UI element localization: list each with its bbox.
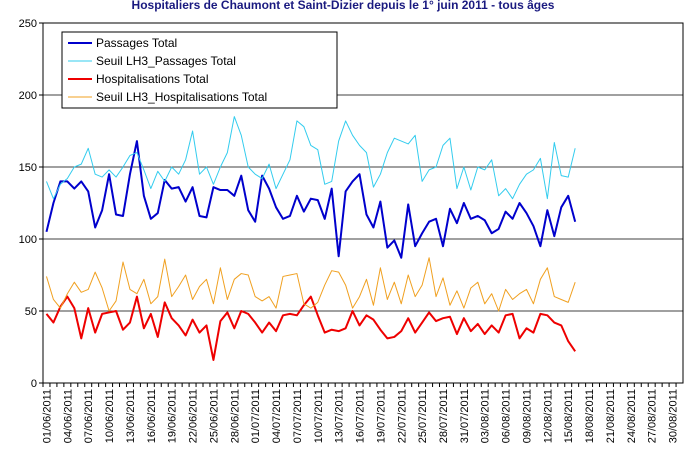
x-tick-label: 12/08/2011 bbox=[542, 389, 554, 443]
series-line bbox=[45, 140, 577, 259]
x-tick-label: 01/07/2011 bbox=[250, 389, 262, 443]
x-tick-label: 22/06/2011 bbox=[188, 389, 200, 443]
y-tick-label: 50 bbox=[25, 306, 37, 318]
y-tick-label: 250 bbox=[19, 18, 37, 30]
x-tick-label: 15/08/2011 bbox=[563, 389, 575, 443]
x-tick-label: 13/07/2011 bbox=[334, 389, 346, 443]
x-tick-label: 18/08/2011 bbox=[584, 389, 596, 443]
x-tick-label: 07/06/2011 bbox=[83, 389, 95, 443]
legend-label: Seuil LH3_Passages Total bbox=[96, 54, 236, 68]
legend-label: Seuil LH3_Hospitalisations Total bbox=[96, 90, 267, 104]
legend-label: Hospitalisations Total bbox=[96, 72, 209, 86]
x-tick-label: 22/07/2011 bbox=[396, 389, 408, 443]
x-tick-label: 24/08/2011 bbox=[626, 389, 638, 443]
x-tick-label: 16/07/2011 bbox=[355, 389, 367, 443]
legend-label: Passages Total bbox=[96, 36, 177, 50]
x-tick-label: 25/06/2011 bbox=[208, 389, 220, 443]
x-tick-label: 07/07/2011 bbox=[292, 389, 304, 443]
x-tick-label: 19/07/2011 bbox=[375, 389, 387, 443]
x-tick-label: 06/08/2011 bbox=[501, 389, 513, 443]
x-tick-label: 03/08/2011 bbox=[480, 389, 492, 443]
series-line bbox=[46, 116, 576, 200]
x-tick-label: 13/06/2011 bbox=[125, 389, 137, 443]
x-tick-label: 10/07/2011 bbox=[313, 389, 325, 443]
x-tick-label: 30/08/2011 bbox=[668, 389, 680, 443]
series-line bbox=[45, 257, 576, 312]
chart-title: Hospitaliers de Chaumont et Saint-Dizier… bbox=[132, 0, 555, 12]
x-tick-label: 04/07/2011 bbox=[271, 389, 283, 443]
y-tick-label: 150 bbox=[19, 162, 37, 174]
y-tick-label: 100 bbox=[19, 234, 37, 246]
x-tick-label: 01/06/2011 bbox=[41, 389, 53, 443]
y-tick-label: 0 bbox=[31, 378, 37, 390]
y-tick-label: 200 bbox=[19, 90, 37, 102]
x-tick-label: 27/08/2011 bbox=[647, 389, 659, 443]
x-tick-label: 21/08/2011 bbox=[605, 389, 617, 443]
x-tick-label: 19/06/2011 bbox=[167, 389, 179, 443]
x-tick-label: 28/07/2011 bbox=[438, 389, 450, 443]
x-tick-label: 10/06/2011 bbox=[104, 389, 116, 443]
x-tick-label: 09/08/2011 bbox=[521, 389, 533, 443]
x-tick-label: 25/07/2011 bbox=[417, 389, 429, 443]
legend-box bbox=[61, 31, 338, 109]
x-tick-label: 04/06/2011 bbox=[62, 389, 74, 443]
series-line bbox=[45, 295, 576, 361]
x-tick-label: 16/06/2011 bbox=[146, 389, 158, 443]
x-tick-label: 31/07/2011 bbox=[459, 389, 471, 443]
x-tick-label: 28/06/2011 bbox=[229, 389, 241, 443]
